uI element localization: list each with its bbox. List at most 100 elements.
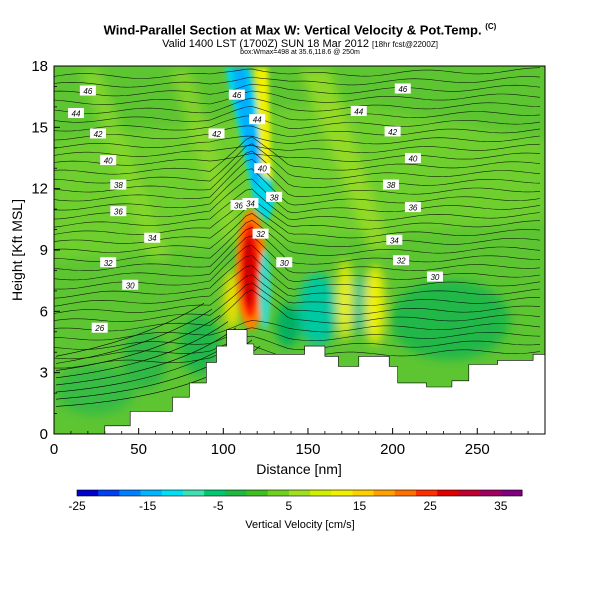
theta-contour-line [54,227,541,271]
downdraft-core-side [259,250,271,330]
theta-label: 34 [242,197,259,208]
theta-label-text: 46 [398,85,407,94]
theta-label-box [110,206,127,217]
theta-label-box [79,85,96,96]
theta-contour-line [54,197,541,235]
theta-contour-line [54,76,541,88]
theta-contour-line [54,327,541,350]
theta-contour-line [54,335,541,360]
theta-contour-line [54,255,541,299]
theta-contour-line [54,282,541,322]
colorbar: -25 -15 -5 5 15 25 35 [68,489,523,513]
theta-contour-line [54,213,541,253]
colorbar-tick-label: -25 [68,499,86,513]
theta-label-box [386,234,403,245]
colorbar-swatch [394,490,417,496]
x-tick-label: 100 [211,441,236,458]
theta-contour-line [55,309,213,364]
theta-contours [54,67,541,407]
theta-label: 42 [208,128,225,139]
theta-label-text: 36 [408,204,417,213]
theta-label-box [144,232,161,243]
theta-contour-line [54,158,541,202]
x-tick-label: 0 [50,441,58,458]
theta-label-box [91,322,108,333]
theta-contour-line [54,83,541,97]
colorbar-swatch [331,490,353,496]
theta-label: 38 [110,179,127,190]
theta-label-text: 30 [430,273,439,282]
y-tick-label: 15 [31,119,48,136]
theta-label-text: 36 [234,202,243,211]
x-tick-label: 200 [380,441,405,458]
colorbar-swatch [479,490,502,496]
colorbar-frame [76,489,523,497]
theta-label: 44 [249,114,266,125]
colorbar-swatch [182,490,205,496]
theta-label-box [276,257,293,268]
theta-label-text: 32 [104,259,113,268]
colorbar-swatch [288,490,311,496]
theta-label-text: 42 [94,130,103,139]
theta-contour-line [55,327,237,386]
theta-label-text: 36 [114,208,123,217]
theta-label: 36 [230,200,247,211]
theta-label-text: 38 [386,181,395,190]
colorbar-swatch [416,490,438,496]
theta-label: 32 [393,255,410,266]
theta-contour-line [54,125,541,141]
theta-label: 46 [228,89,245,100]
theta-contour-line [54,115,541,132]
updraft-band-upper-right [300,70,390,250]
theta-label-box [100,155,117,166]
theta-label-box [249,114,266,125]
theta-label: 40 [254,163,271,174]
theta-contour-line [54,97,541,114]
terrain [54,329,545,434]
theta-contour-line [54,219,541,262]
colorbar-swatch [246,490,269,496]
theta-label-text: 46 [83,87,92,96]
colorbar-swatch [77,490,99,496]
theta-label-text: 42 [388,128,397,137]
theta-label-text: 46 [232,91,241,100]
theta-label-box [242,197,259,208]
theta-contour-line [54,150,541,193]
theta-label-text: 40 [104,157,113,166]
theta-contour-line [54,143,541,157]
colorbar-swatch [119,490,142,496]
theta-label: 42 [384,126,401,137]
weak-downdraft-area [54,100,545,260]
theta-label: 30 [276,257,293,268]
theta-label-text: 38 [114,181,123,190]
theta-label-text: 30 [280,259,289,268]
theta-label-text: 32 [397,257,406,266]
theta-label: 26 [91,322,108,333]
theta-label-text: 32 [256,230,265,239]
chart-title-text: Wind-Parallel Section at Max W: Vertical… [103,22,482,38]
valid-time: Valid 1400 LST (1700Z) SUN 18 Mar 2012 [162,38,369,50]
updraft-cell-1 [337,260,353,340]
y-tick-label: 6 [40,303,48,320]
theta-label: 44 [68,108,85,119]
theta-contour-line [54,106,541,123]
theta-label: 38 [382,179,399,190]
theta-label: 32 [100,257,117,268]
downdraft-cell-5 [180,315,220,375]
theta-label-box [110,179,127,190]
theta-label-box [90,128,107,139]
theta-label-box [122,279,139,290]
theta-contour-line [54,143,541,184]
colorbar-swatch [204,490,226,496]
theta-label-text: 30 [126,281,135,290]
theta-label-box [68,108,85,119]
chart-subtitle-2: box:Wmax=498 at 35.6,118.6 @ 250m [240,49,360,56]
colorbar-swatch [161,490,184,496]
x-tick-label: 250 [465,441,490,458]
theta-label: 30 [426,271,443,282]
colorbar-tick-label: -5 [213,499,224,513]
theta-label: 34 [144,232,161,243]
theta-label: 40 [404,153,421,164]
